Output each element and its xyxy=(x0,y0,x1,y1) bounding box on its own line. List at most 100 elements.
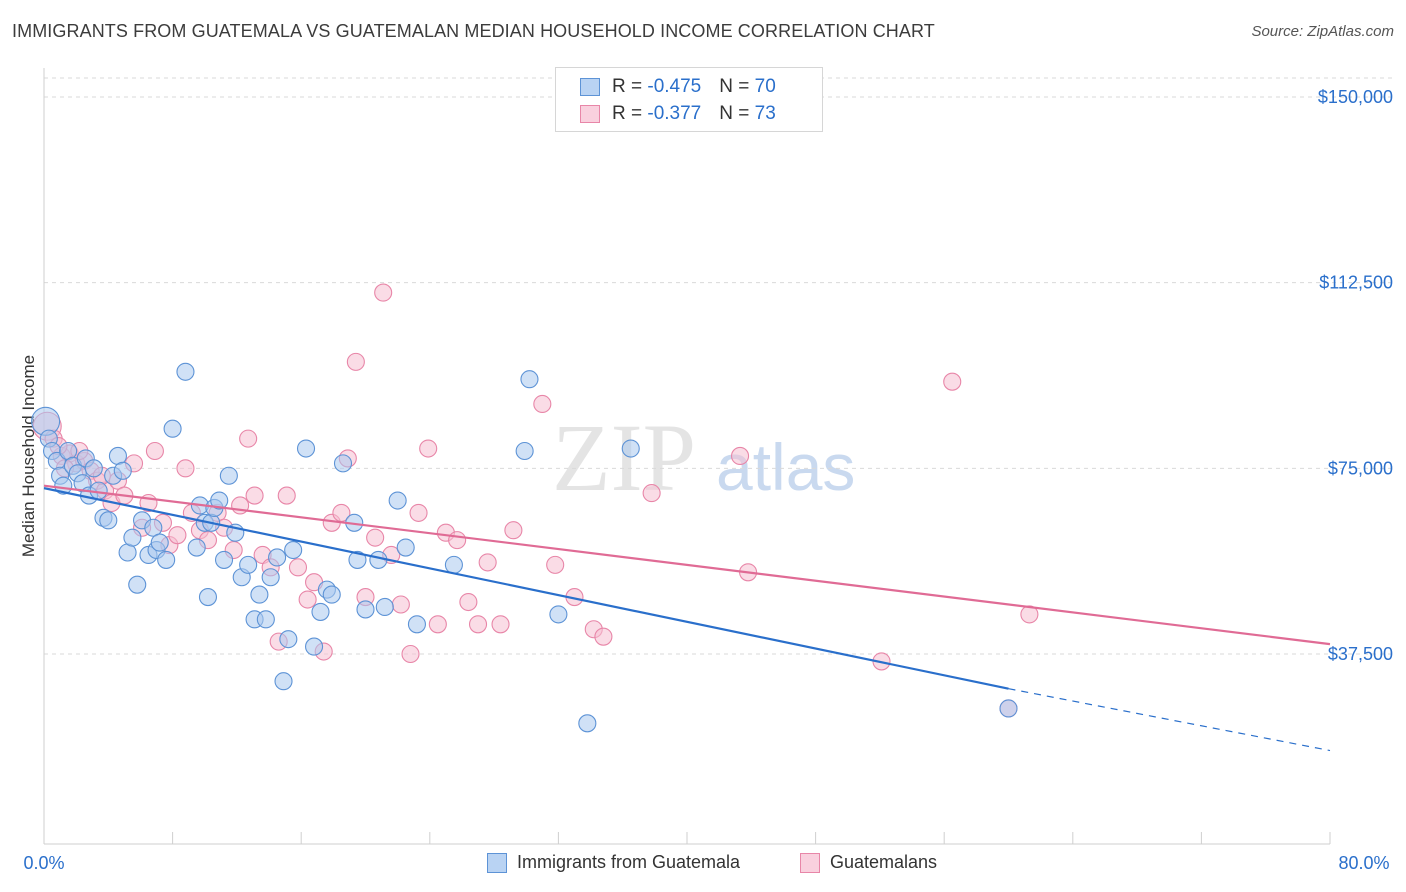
guatemalans-point xyxy=(391,595,410,614)
immigrants-point xyxy=(210,491,229,510)
guatemalans-point xyxy=(366,528,385,547)
guatemalans-point xyxy=(288,558,308,577)
guatemalans-point xyxy=(642,484,661,503)
immigrants-point xyxy=(279,630,298,649)
immigrants-point xyxy=(621,439,640,458)
guatemalans-point xyxy=(168,526,187,545)
immigrants-point xyxy=(157,550,176,569)
guatemalans-point xyxy=(448,531,467,550)
immigrants-point xyxy=(128,575,147,594)
immigrants-point xyxy=(396,538,415,557)
immigrants-point xyxy=(356,600,375,619)
legend-n-label: N = xyxy=(719,103,755,124)
immigrants-points xyxy=(31,362,1018,733)
guatemalans-point xyxy=(245,486,264,505)
immigrants-point xyxy=(444,555,463,574)
immigrants-point xyxy=(84,459,103,478)
immigrants-point xyxy=(578,714,597,733)
legend-swatch-blue xyxy=(580,78,600,96)
guatemalans-point xyxy=(943,372,962,391)
immigrants-point xyxy=(999,699,1018,718)
guatemalans-points xyxy=(32,283,1039,718)
immigrants-point xyxy=(256,610,275,629)
guatemalans-point xyxy=(145,441,164,461)
stats-legend: R = -0.475 N = 70 R = -0.377 N = 73 xyxy=(555,67,823,132)
immigrants-point xyxy=(311,602,330,621)
legend-n-label: N = xyxy=(719,76,755,97)
legend-r-value: -0.377 xyxy=(647,103,702,124)
chart-source: Source: ZipAtlas.com xyxy=(1251,23,1394,40)
x-tick-label-max: 80.0% xyxy=(1338,853,1389,873)
axes xyxy=(43,68,1331,845)
watermark-zip: ZIP xyxy=(552,404,696,511)
guatemalans-point xyxy=(478,553,497,572)
immigrants-point xyxy=(123,528,142,547)
guatemalans-point xyxy=(730,446,750,466)
immigrants-point xyxy=(219,466,238,485)
guatemalans-point xyxy=(401,644,420,664)
guatemalans-point xyxy=(468,615,488,634)
guatemalans-trend-line xyxy=(43,484,1331,646)
bottom-legend-label: Guatemalans xyxy=(830,852,938,872)
guatemalans-point xyxy=(504,521,523,540)
guatemalans-point xyxy=(409,503,428,522)
legend-row-guatemalans: R = -0.377 N = 73 xyxy=(580,102,776,126)
immigrants-point xyxy=(305,637,324,656)
guatemalans-point xyxy=(277,486,296,505)
guatemalans-point xyxy=(239,429,258,448)
legend-r-label: R = xyxy=(612,103,648,124)
guatemalans-point xyxy=(298,590,317,609)
immigrants-point xyxy=(198,588,218,607)
bottom-legend-label: Immigrants from Guatemala xyxy=(517,852,741,872)
legend-r-label: R = xyxy=(612,76,648,97)
x-tick-label-min: 0.0% xyxy=(23,853,64,873)
legend-swatch-pink xyxy=(580,105,600,123)
immigrants-point xyxy=(274,672,293,691)
immigrants-point xyxy=(176,362,195,381)
immigrants-point xyxy=(150,533,169,552)
immigrants-point xyxy=(407,615,426,634)
bottom-legend-guatemalans: Guatemalans xyxy=(800,852,937,873)
immigrants-point xyxy=(296,439,316,458)
legend-n-value: 73 xyxy=(754,103,776,124)
bottom-legend-immigrants: Immigrants from Guatemala xyxy=(487,852,740,873)
y-tick-label: $37,500 xyxy=(1328,644,1393,664)
guatemalans-point xyxy=(546,555,565,574)
immigrants-point xyxy=(54,476,73,495)
immigrants-trend-extension xyxy=(1008,688,1331,752)
legend-n-value: 70 xyxy=(754,76,776,97)
guatemalans-point xyxy=(346,352,365,371)
immigrants-point xyxy=(99,511,118,530)
immigrants-point xyxy=(214,550,234,569)
legend-row-immigrants: R = -0.475 N = 70 xyxy=(580,75,776,99)
zipatlas-watermark: ZIP atlas xyxy=(552,404,855,511)
guatemalans-point xyxy=(428,615,447,634)
trend-lines xyxy=(43,484,1331,752)
guatemalans-point xyxy=(1020,605,1039,624)
immigrants-point xyxy=(284,540,303,560)
guatemalans-point xyxy=(459,592,478,612)
immigrants-point xyxy=(520,370,539,389)
immigrants-point xyxy=(268,548,287,567)
chart-title: IMMIGRANTS FROM GUATEMALA VS GUATEMALAN … xyxy=(12,21,935,41)
immigrants-point xyxy=(187,538,206,557)
bottom-legend-swatch-pink xyxy=(800,852,820,873)
guatemalans-point xyxy=(594,627,613,646)
immigrants-point xyxy=(113,461,132,480)
guatemalans-point xyxy=(176,459,195,478)
immigrants-point xyxy=(388,491,407,510)
legend-r-value: -0.475 xyxy=(647,76,702,97)
immigrants-point xyxy=(250,585,269,604)
immigrants-point xyxy=(322,585,341,604)
immigrants-point xyxy=(239,555,258,574)
y-tick-label: $150,000 xyxy=(1318,87,1393,107)
guatemalans-point xyxy=(374,283,393,302)
tick-labels: $37,500 $75,000 $112,500 $150,000 0.0% 80.0% xyxy=(23,87,1393,873)
immigrants-point xyxy=(515,441,534,461)
immigrants-point xyxy=(348,550,367,569)
guatemalans-point xyxy=(419,439,438,458)
y-tick-label: $112,500 xyxy=(1319,273,1393,293)
guatemalans-point xyxy=(491,615,510,634)
bottom-legend-swatch-blue xyxy=(487,852,507,873)
